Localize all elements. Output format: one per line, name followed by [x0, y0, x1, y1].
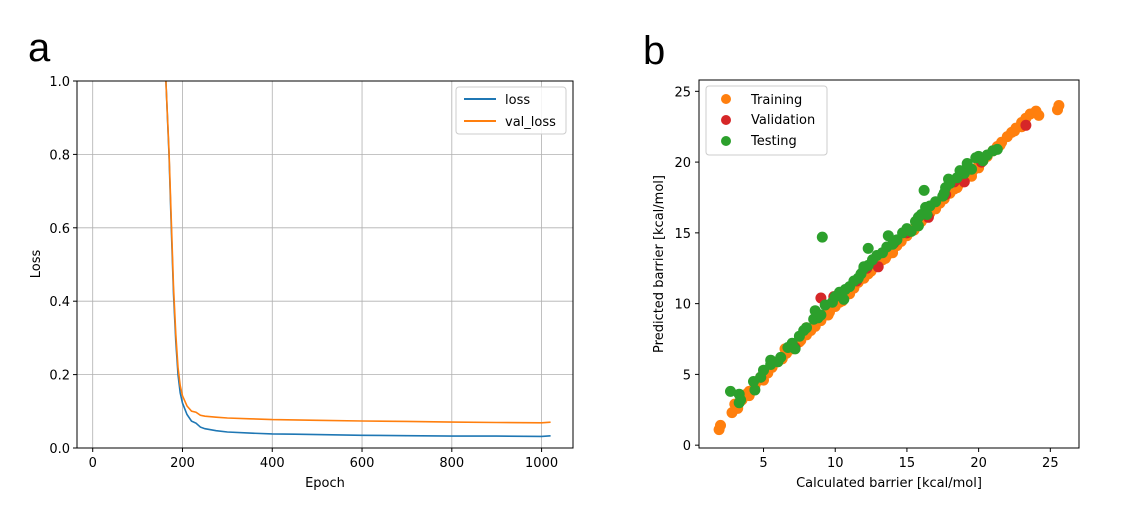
chart-a-ticks: 0 200 400 600 800 1000 0.0 0.2 0.4 0.6 0.8 1.0 [49, 75, 558, 471]
point-training [1053, 100, 1065, 111]
point-testing [918, 184, 930, 196]
legend-label-validation: Validation [751, 113, 815, 128]
point-testing [882, 230, 894, 242]
xtick-label-15: 15 [899, 456, 916, 471]
point-testing [921, 209, 933, 220]
xtick-label-1000: 1000 [525, 456, 558, 471]
ytick-label-5: 5 [683, 368, 691, 383]
point-validation [1020, 119, 1032, 131]
chart-b-xlabel: Calculated barrier [kcal/mol] [796, 476, 982, 491]
ytick-label-2: 0.4 [49, 295, 70, 310]
chart-b-frame [698, 79, 1080, 449]
point-testing [809, 305, 821, 317]
ytick-label-1: 0.2 [49, 369, 70, 384]
legend-marker-training [721, 94, 731, 104]
ytick-label-15: 15 [674, 227, 691, 242]
ytick-label-10: 10 [674, 298, 691, 313]
xtick-label-800: 800 [439, 456, 464, 471]
chart-a-xlabel: Epoch [305, 476, 345, 491]
ytick-label-0: 0.0 [49, 442, 70, 457]
ytick-label-5: 1.0 [49, 75, 70, 90]
legend-label-loss: loss [505, 93, 530, 108]
point-testing [858, 261, 870, 273]
legend-marker-testing [721, 136, 731, 146]
ytick-label-25: 25 [674, 85, 691, 100]
point-testing [954, 165, 966, 177]
point-testing [938, 187, 950, 199]
point-testing [733, 397, 745, 409]
point-testing [749, 384, 761, 396]
point-testing [991, 143, 1003, 155]
point-testing [816, 231, 828, 243]
point-testing [961, 158, 973, 169]
panel-b-letter: b [643, 29, 665, 73]
chart-a-lines [165, 80, 551, 438]
chart-b: 5 10 15 20 25 0 5 10 15 20 25 Calculated barrier [… [652, 79, 1080, 491]
ytick-label-20: 20 [674, 156, 691, 171]
xtick-label-10: 10 [827, 456, 844, 471]
legend-marker-validation [721, 115, 731, 125]
point-testing [801, 322, 812, 334]
point-testing [775, 351, 787, 363]
point-testing [943, 173, 954, 185]
chart-b-legend-box [705, 85, 828, 156]
series-testing [725, 143, 1003, 409]
chart-b-legend: Training Validation Testing [705, 85, 828, 156]
chart-a-legend: loss val_loss [455, 86, 567, 135]
series-line-val-loss [165, 80, 551, 424]
chart-a-ylabel: Loss [29, 250, 44, 279]
chart-b-ticks: 5 10 15 20 25 0 5 10 15 20 25 [674, 85, 1058, 471]
point-testing [725, 385, 736, 397]
xtick-label-5: 5 [759, 456, 767, 471]
point-testing [765, 354, 777, 366]
ytick-label-3: 0.6 [49, 222, 70, 237]
chart-b-points [713, 100, 1065, 436]
legend-label-val-loss: val_loss [505, 115, 556, 130]
xtick-label-400: 400 [260, 456, 285, 471]
ytick-label-0: 0 [683, 439, 691, 454]
panel-a-letter: a [28, 26, 51, 70]
legend-label-training: Training [750, 93, 802, 108]
xtick-label-200: 200 [170, 456, 195, 471]
point-training [1009, 125, 1020, 137]
point-testing [789, 343, 801, 355]
chart-a-grid [77, 80, 573, 449]
point-training [1033, 109, 1045, 121]
point-testing [912, 220, 924, 232]
chart-a-frame [76, 80, 574, 449]
ytick-label-4: 0.8 [49, 148, 70, 163]
xtick-label-20: 20 [970, 456, 987, 471]
xtick-label-25: 25 [1042, 456, 1059, 471]
point-testing [838, 293, 850, 305]
legend-label-testing: Testing [750, 134, 797, 149]
point-training [715, 419, 726, 431]
chart-b-ylabel: Predicted barrier [kcal/mol] [652, 175, 667, 353]
xtick-label-0: 0 [89, 456, 97, 471]
point-testing [862, 242, 874, 254]
xtick-label-600: 600 [350, 456, 375, 471]
chart-a: 0 200 400 600 800 1000 0.0 0.2 0.4 0.6 0.8 1.0 Epoc… [29, 75, 574, 491]
